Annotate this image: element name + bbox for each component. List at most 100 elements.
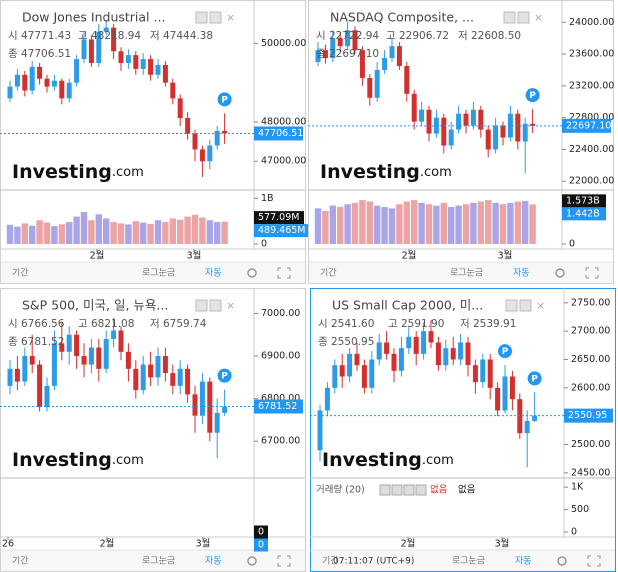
volume-bar: [470, 202, 477, 244]
volume-bar: [43, 222, 51, 244]
toolbar: [1, 551, 305, 571]
candle-body: [96, 347, 102, 369]
event-badge[interactable]: [217, 92, 232, 107]
pane-icon[interactable]: [379, 484, 391, 496]
watermark: Investing.com: [322, 449, 454, 471]
toolbar-period[interactable]: 기간: [12, 556, 29, 567]
candle-body: [330, 38, 336, 59]
volume-bar: [140, 222, 147, 244]
volume-bar: [132, 221, 139, 244]
candle-body: [140, 59, 146, 69]
volume-bar: [21, 223, 28, 244]
volume-bar: [418, 202, 425, 244]
volume-label: 0: [258, 540, 264, 551]
toolbar-auto[interactable]: 자동: [205, 268, 222, 279]
toolbar-log[interactable]: 로그눈금: [450, 268, 483, 279]
candle-body: [22, 356, 28, 382]
volume-bar: [529, 204, 536, 244]
chart-title: US Small Cap 2000, 미...: [332, 298, 483, 313]
candle-body: [450, 348, 456, 360]
expand-icon[interactable]: [277, 267, 291, 279]
event-badge[interactable]: [498, 344, 512, 359]
chart-panel[interactable]: Investing.com 50000.00 48000.00 47000.00 477…: [0, 0, 310, 284]
candle-body: [111, 27, 117, 52]
candle-body: [369, 359, 375, 388]
y-tick-label: 2450.00: [571, 467, 610, 478]
settings-icon[interactable]: [247, 268, 257, 278]
volume-bar: [366, 201, 373, 244]
title-icon[interactable]: [503, 11, 516, 24]
title-icon[interactable]: [195, 11, 208, 24]
candle-body: [29, 66, 35, 91]
title-icon[interactable]: [209, 299, 222, 312]
chart-panel[interactable]: Investing.com 2750.00 2700.00 2650.00 2600.0…: [310, 288, 616, 572]
candle-body: [354, 353, 360, 366]
expand-icon[interactable]: [277, 555, 291, 567]
pane-icon[interactable]: [415, 484, 427, 496]
volume-bar: [499, 204, 507, 244]
volume-bar: [199, 217, 206, 244]
candle-body: [7, 86, 13, 99]
volume-bar: [522, 200, 529, 244]
last-price-label: 47706.51: [258, 128, 303, 139]
volume-label: 0: [258, 527, 264, 538]
candle-body: [214, 412, 220, 433]
chart-panel[interactable]: Investing.com 7000.00 6900.00 6800.00 6700.0…: [0, 288, 306, 572]
ohlc-value: 저 22608.50: [458, 30, 521, 42]
toolbar-auto[interactable]: 자동: [515, 556, 532, 567]
chart-title: NASDAQ Composite, ...: [330, 10, 474, 25]
settings-icon[interactable]: [557, 556, 567, 566]
volume-bar: [433, 205, 440, 244]
volume-tick-label: 0: [571, 527, 577, 538]
title-close: ×: [226, 11, 235, 24]
toolbar-log[interactable]: 로그눈금: [142, 556, 175, 567]
candle-body: [148, 59, 154, 75]
event-badge[interactable]: [525, 88, 540, 103]
toolbar-log[interactable]: 로그눈금: [452, 556, 485, 567]
ohlc-value: 저 2539.91: [460, 318, 516, 330]
settings-icon[interactable]: [247, 556, 257, 566]
toolbar-auto[interactable]: 자동: [205, 556, 222, 567]
expand-icon[interactable]: [585, 267, 599, 279]
y-tick-label: 6800.00: [261, 393, 300, 404]
toolbar-auto[interactable]: 자동: [513, 268, 530, 279]
candle-body: [470, 109, 476, 126]
toolbar-period[interactable]: 기간: [12, 268, 29, 279]
candle-body: [125, 351, 131, 369]
volume-bar: [448, 206, 455, 244]
event-badge[interactable]: [217, 368, 232, 383]
candle-body: [352, 30, 358, 51]
candle-body: [44, 78, 50, 87]
event-badge-label: P: [221, 95, 228, 105]
event-badge[interactable]: [527, 371, 542, 386]
candle-body: [37, 66, 43, 79]
title-icon[interactable]: [517, 11, 530, 24]
settings-icon[interactable]: [555, 268, 565, 278]
expand-icon[interactable]: [587, 555, 601, 567]
title-icon[interactable]: [209, 11, 222, 24]
toolbar-period[interactable]: 기간: [322, 556, 339, 567]
candle-body: [487, 359, 493, 388]
toolbar-period[interactable]: 기간: [320, 268, 337, 279]
title-icon[interactable]: [195, 299, 208, 312]
candle-body: [207, 145, 213, 162]
pane-icon[interactable]: [391, 484, 403, 496]
title-icon[interactable]: [519, 299, 532, 312]
y-tick-label: 50000.00: [261, 38, 306, 49]
title-icon[interactable]: [505, 299, 518, 312]
chart-panel[interactable]: Investing.com 24000.00 23600.00 23200.00 228…: [308, 0, 614, 284]
candle-body: [317, 410, 323, 451]
candle-body: [88, 39, 94, 64]
toolbar-log[interactable]: 로그눈금: [142, 268, 175, 279]
candle-body: [185, 118, 191, 134]
candle-body: [51, 80, 57, 87]
pane-icon[interactable]: [403, 484, 415, 496]
x-tick-label: 3월: [196, 538, 211, 550]
candle-body: [315, 50, 321, 63]
candle-body: [495, 387, 501, 411]
candle-body: [222, 130, 228, 134]
y-tick-label: 2650.00: [571, 354, 610, 365]
candle-body: [96, 31, 102, 64]
volume-label: 577.09M: [258, 212, 299, 223]
candle-body: [493, 125, 499, 150]
